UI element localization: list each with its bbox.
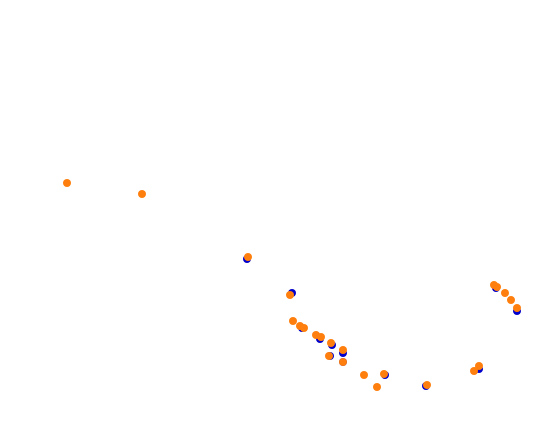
series-1-point-2 — [244, 253, 252, 261]
series-1-point-23 — [513, 304, 521, 312]
series-1-point-14 — [380, 370, 388, 378]
series-1-point-6 — [300, 324, 308, 332]
series-1-point-12 — [339, 358, 347, 366]
series-1 — [63, 179, 521, 391]
series-1-point-16 — [423, 381, 431, 389]
series-1-point-18 — [475, 362, 483, 370]
series-1-point-17 — [470, 367, 478, 375]
series-1-point-0 — [63, 179, 71, 187]
series-1-point-4 — [289, 317, 297, 325]
series-1-point-21 — [501, 289, 509, 297]
series-1-point-11 — [325, 352, 333, 360]
series-1-point-13 — [360, 371, 368, 379]
series-1-point-9 — [327, 339, 335, 347]
series-1-point-8 — [317, 333, 325, 341]
series-1-point-20 — [493, 283, 501, 291]
series-1-point-10 — [339, 346, 347, 354]
series-1-point-15 — [373, 383, 381, 391]
series-1-point-22 — [507, 296, 515, 304]
series-1-point-3 — [286, 291, 294, 299]
series-1-point-1 — [138, 190, 146, 198]
